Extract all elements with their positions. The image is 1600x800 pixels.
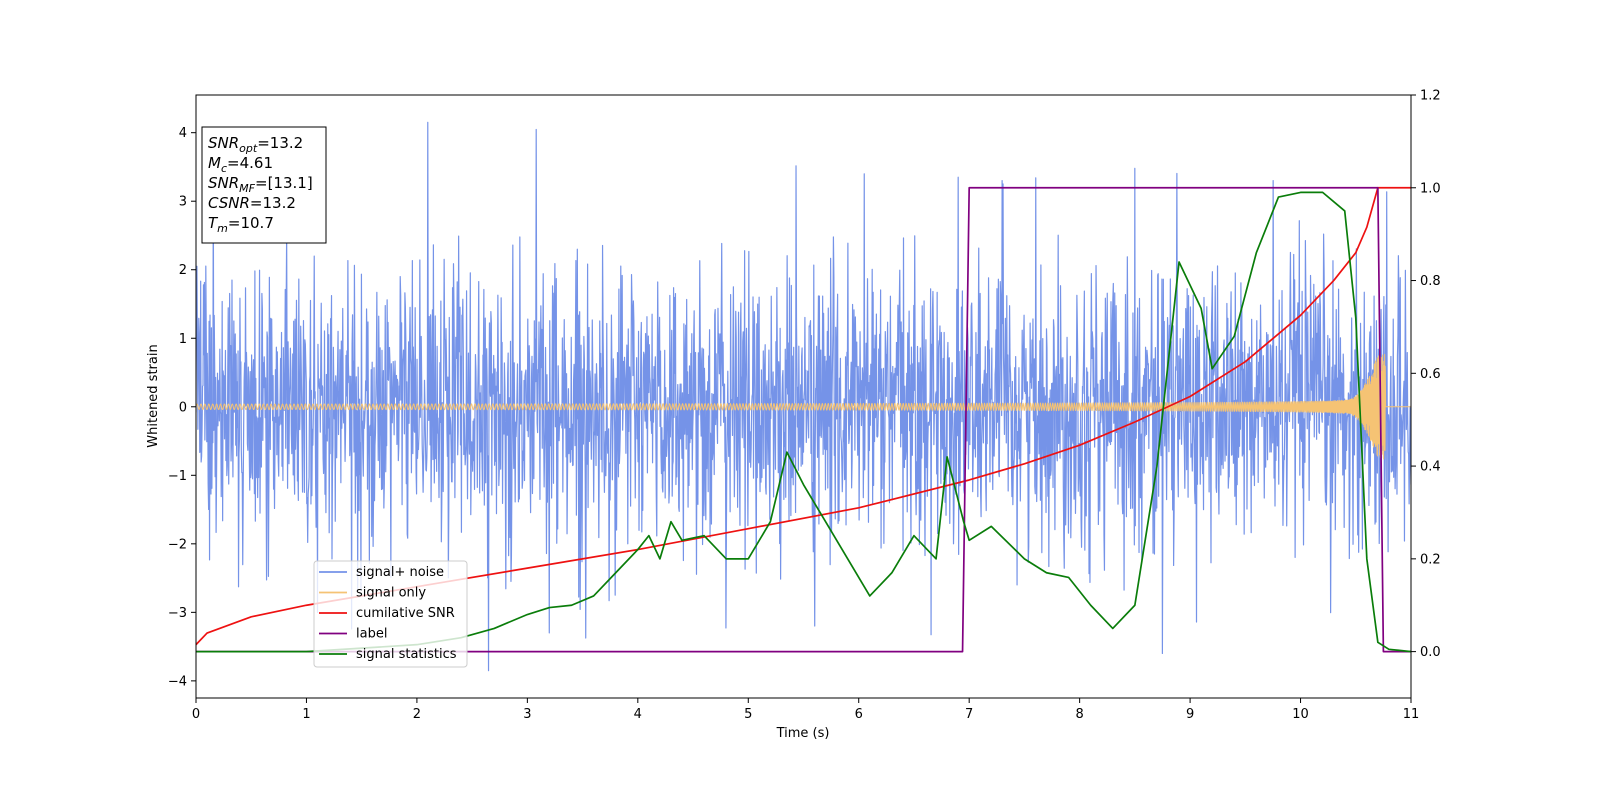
x-tick-label: 3	[523, 707, 531, 722]
x-tick-label: 4	[634, 707, 642, 722]
annotation-line: Tm=10.7	[208, 214, 274, 235]
legend-entry: signal+ noise	[356, 565, 444, 580]
y-tick-label: −4	[168, 674, 187, 689]
axes-layer: 0 1 2 3 4 5 6 7 8 9 10 11 −4 −3 −2 −1 0 1 2 3 4 0.0 0.2 0.4 0.6 0…	[168, 89, 1441, 723]
series-label	[196, 186, 1411, 653]
series-signal-noise	[196, 121, 1411, 672]
x-tick-label: 11	[1403, 707, 1420, 722]
annotation-line: Mc=4.61	[208, 154, 273, 175]
y2-tick-label: 0.2	[1420, 552, 1441, 567]
series-signal-only	[196, 353, 1411, 460]
x-tick-label: 6	[855, 707, 863, 722]
y2-tick-label: 0.8	[1420, 274, 1441, 289]
x-tick-label: 7	[965, 707, 973, 722]
legend-entry: signal statistics	[356, 647, 457, 662]
series-signal-statistics	[196, 191, 1411, 653]
y-tick-label: −3	[168, 606, 187, 621]
annotation-line: SNRMF=[13.1]	[208, 174, 313, 195]
annotation-line: CSNR=13.2	[208, 194, 296, 212]
x-tick-label: 0	[192, 707, 200, 722]
y2-tick-label: 1.2	[1420, 89, 1441, 104]
y-tick-label: 1	[179, 332, 187, 347]
y-tick-label: 2	[179, 263, 187, 278]
x-axis-label: Time (s)	[776, 726, 830, 741]
x-tick-label: 10	[1292, 707, 1309, 722]
annotation-line: SNRopt=13.2	[208, 134, 303, 155]
legend-entry: signal only	[356, 586, 426, 601]
annotation-frame	[201, 126, 327, 244]
legend-frame	[313, 560, 468, 668]
x-tick-label: 8	[1075, 707, 1083, 722]
y-tick-label: −1	[168, 469, 187, 484]
x-tick-label: 2	[413, 707, 421, 722]
y2-tick-label: 0.4	[1420, 460, 1441, 475]
y2-tick-label: 1.0	[1420, 181, 1441, 196]
y-axis-label: Whitened strain	[146, 344, 161, 447]
legend-entry: cumilative SNR	[356, 606, 455, 621]
plot-frame	[195, 94, 1412, 699]
legend: signal+ noise signal only cumilative SNR la…	[313, 560, 468, 668]
x-tick-label: 5	[744, 707, 752, 722]
x-tick-label: 1	[302, 707, 310, 722]
legend-entry: label	[356, 627, 387, 642]
y-tick-label: 4	[179, 126, 187, 141]
y-tick-label: 0	[179, 400, 187, 415]
x-tick-label: 9	[1186, 707, 1194, 722]
y2-tick-label: 0.0	[1420, 645, 1441, 660]
y-tick-label: −2	[168, 537, 187, 552]
y-tick-label: 3	[179, 195, 187, 210]
y2-tick-label: 0.6	[1420, 367, 1441, 382]
